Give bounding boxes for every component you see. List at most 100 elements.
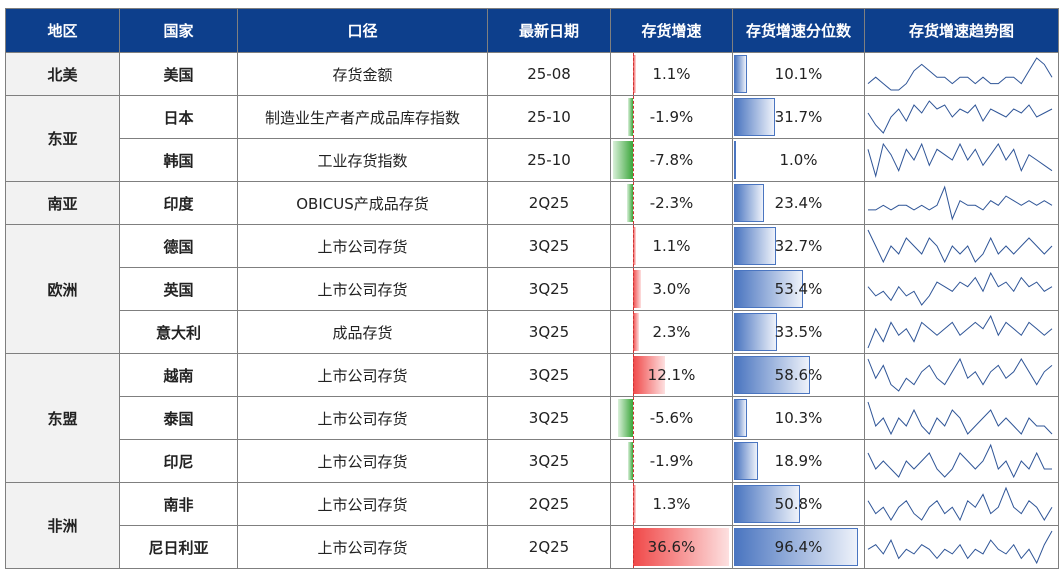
zero-line [633, 440, 634, 482]
growth-bar [628, 98, 633, 136]
trend-line [867, 530, 1053, 565]
sparkline [867, 401, 1053, 436]
percentile-text: 53.4% [774, 280, 823, 298]
zero-line [633, 397, 634, 439]
percentile-text: 10.1% [774, 65, 823, 83]
growth-text: -1.9% [649, 452, 694, 470]
country-cell: 南非 [119, 482, 238, 526]
trend-line [867, 229, 1053, 264]
growth-cell: -7.8% [610, 138, 733, 182]
metric-cell: 上市公司存货 [237, 396, 488, 440]
inventory-table: 地区 国家 口径 最新日期 存货增速 存货增速分位数 存货增速趋势图 北美 美国 存货金额 25-… [5, 8, 1059, 569]
trend-line [867, 142, 1053, 178]
sparkline [867, 486, 1053, 522]
percentile-cell: 10.3% [732, 396, 865, 440]
header-cell: 地区 [5, 8, 120, 53]
growth-bar [618, 399, 633, 437]
sparkline [867, 443, 1052, 479]
percentile-cell: 58.6% [732, 353, 865, 397]
header-row: 地区 国家 口径 最新日期 存货增速 存货增速分位数 存货增速趋势图 [5, 8, 1059, 53]
date-cell: 3Q25 [487, 396, 611, 440]
country-cell: 德国 [119, 224, 238, 268]
trend-line [867, 271, 1053, 306]
country-cell: 泰国 [119, 396, 238, 440]
trend-line [867, 357, 1053, 392]
zero-line [633, 53, 634, 95]
percentile-cell: 23.4% [732, 181, 865, 225]
percentile-cell: 53.4% [732, 267, 865, 311]
header-cell: 存货增速趋势图 [864, 8, 1059, 53]
percentile-cell: 31.7% [732, 95, 865, 139]
trend-line [867, 314, 1053, 349]
growth-bar [612, 141, 633, 179]
trend-cell [864, 396, 1059, 440]
sparkline [867, 57, 1053, 91]
growth-cell: 1.1% [610, 224, 733, 268]
zero-line [633, 268, 634, 310]
table-row: 英国 上市公司存货 3Q25 3.0% 53.4% [6, 267, 1059, 311]
growth-cell: -1.9% [610, 95, 733, 139]
sparkline [867, 530, 1053, 565]
percentile-text: 1.0% [779, 151, 818, 169]
zero-line [633, 483, 634, 525]
percentile-bar [734, 98, 775, 136]
sparkline [867, 271, 1053, 306]
growth-bar [626, 184, 633, 222]
growth-bar [633, 313, 640, 351]
header-cell: 口径 [237, 8, 488, 53]
date-cell: 25-08 [487, 52, 611, 96]
region-cell: 东亚 [5, 95, 120, 182]
metric-cell: 存货金额 [237, 52, 488, 96]
sparkline [867, 357, 1053, 392]
zero-line [633, 526, 634, 568]
growth-cell: 1.1% [610, 52, 733, 96]
percentile-text: 18.9% [774, 452, 823, 470]
growth-cell: -1.9% [610, 439, 733, 483]
zero-line [633, 139, 634, 181]
header-cell: 最新日期 [487, 8, 611, 53]
percentile-bar [734, 270, 803, 308]
percentile-text: 23.4% [774, 194, 823, 212]
date-cell: 2Q25 [487, 482, 611, 526]
metric-cell: 制造业生产者产成品库存指数 [237, 95, 488, 139]
percentile-bar [734, 313, 778, 351]
date-cell: 3Q25 [487, 353, 611, 397]
metric-cell: OBICUS产成品存货 [237, 181, 488, 225]
country-cell: 印度 [119, 181, 238, 225]
trend-cell [864, 181, 1059, 225]
header-cell: 存货增速 [610, 8, 733, 53]
metric-cell: 上市公司存货 [237, 525, 488, 569]
country-cell: 日本 [119, 95, 238, 139]
growth-bar [633, 270, 641, 308]
trend-cell [864, 482, 1059, 526]
growth-text: -2.3% [649, 194, 694, 212]
zero-line [633, 225, 634, 267]
percentile-bar [734, 442, 759, 480]
percentile-cell: 96.4% [732, 525, 865, 569]
date-cell: 2Q25 [487, 525, 611, 569]
trend-cell [864, 138, 1059, 182]
percentile-bar [734, 184, 765, 222]
trend-cell [864, 525, 1059, 569]
growth-cell: 36.6% [610, 525, 733, 569]
percentile-cell: 1.0% [732, 138, 865, 182]
metric-cell: 成品存货 [237, 310, 488, 354]
zero-line [633, 96, 634, 138]
region-cell: 北美 [5, 52, 120, 96]
table-row: 尼日利亚 上市公司存货 2Q25 36.6% 96.4% [6, 525, 1059, 569]
trend-line [867, 57, 1053, 91]
date-cell: 25-10 [487, 138, 611, 182]
trend-line [867, 486, 1053, 522]
region-cell: 非洲 [5, 482, 120, 569]
trend-cell [864, 224, 1059, 268]
growth-text: -5.6% [649, 409, 694, 427]
date-cell: 2Q25 [487, 181, 611, 225]
percentile-text: 10.3% [774, 409, 823, 427]
zero-line [633, 182, 634, 224]
growth-bar [633, 55, 636, 93]
percentile-text: 32.7% [774, 237, 823, 255]
metric-cell: 上市公司存货 [237, 353, 488, 397]
percentile-text: 96.4% [774, 538, 823, 556]
growth-cell: 2.3% [610, 310, 733, 354]
percentile-bar [734, 528, 859, 566]
